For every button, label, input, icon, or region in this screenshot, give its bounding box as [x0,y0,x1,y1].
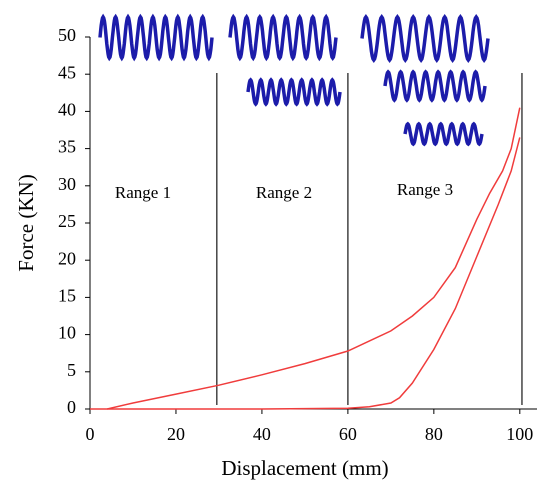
x-tick-label: 20 [167,424,185,444]
y-tick-label: 0 [67,397,76,417]
spring [246,77,342,107]
spring [228,13,338,62]
spring-icons [98,13,490,147]
range-label: Range 2 [256,183,312,202]
y-tick-label: 5 [67,360,76,380]
y-tick-label: 40 [58,100,76,120]
curve [90,137,521,410]
x-axis-title: Displacement (mm) [221,456,388,480]
y-axis-title: Force (KN) [14,174,38,271]
range-label: Range 1 [115,183,171,202]
range-label: Range 3 [397,180,453,199]
y-tick-label: 15 [58,286,76,306]
y-tick-label: 45 [58,62,76,82]
x-tick-label: 100 [506,424,533,444]
spring [98,13,214,62]
x-tick-label: 40 [253,424,271,444]
y-tick-label: 25 [58,211,76,231]
x-tick-label: 80 [425,424,443,444]
y-tick-label: 10 [58,323,76,343]
y-tick-label: 20 [58,248,76,268]
curve [107,107,521,410]
x-tick-label: 60 [339,424,357,444]
spring [403,121,484,147]
spring [383,69,487,103]
x-tick-label: 0 [86,424,95,444]
y-tick-label: 50 [58,25,76,45]
spring [360,14,490,63]
y-tick-label: 35 [58,137,76,157]
y-tick-label: 30 [58,174,76,194]
